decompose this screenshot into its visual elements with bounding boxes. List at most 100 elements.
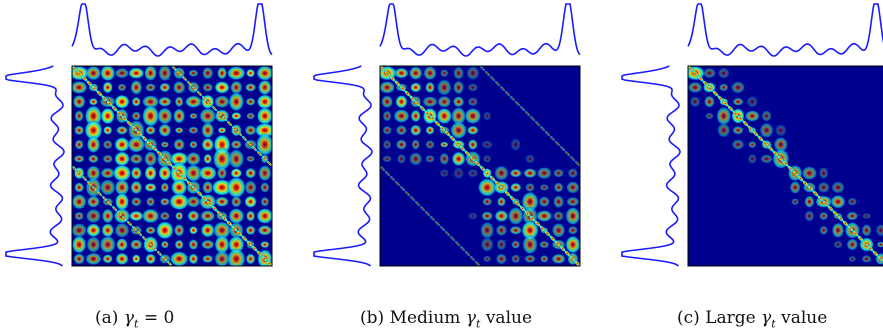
heatmap-blob xyxy=(228,148,245,169)
heatmap-blob xyxy=(705,112,714,120)
heatmap-blob xyxy=(102,154,113,164)
diagonal-mark xyxy=(862,240,869,247)
heatmap-blob xyxy=(215,196,229,207)
offdiagonal-mark xyxy=(261,155,268,162)
heatmap-blob xyxy=(85,208,102,224)
heatmap-blob xyxy=(201,122,215,139)
offdiagonal-mark xyxy=(106,200,113,207)
panel-c: (c) Large γt value xyxy=(616,0,883,335)
heatmap-blob xyxy=(450,121,468,140)
diagonal-mark xyxy=(514,200,521,207)
caption-b: (b) Medium γt value xyxy=(360,308,532,330)
offdiagonal-mark xyxy=(266,160,272,167)
heatmap-blob xyxy=(704,95,715,108)
heatmap-blob xyxy=(102,81,113,94)
heatmap-blob xyxy=(539,184,550,191)
heatmap-blob xyxy=(116,125,128,135)
diagonal-mark xyxy=(389,75,396,82)
offdiagonal-mark xyxy=(206,100,213,107)
heatmap-blob xyxy=(507,206,524,226)
diagonal-mark xyxy=(261,255,268,262)
offdiagonal-mark xyxy=(389,175,396,182)
diagonal-mark xyxy=(747,125,754,132)
caption-b-symbol: γ xyxy=(465,308,476,328)
heatmap-blob xyxy=(74,139,84,150)
heatmap-blob xyxy=(144,182,157,192)
heatmap-blob xyxy=(481,211,494,221)
diagonal-mark xyxy=(459,145,466,152)
heatmap-blob xyxy=(245,253,256,265)
heatmap-blob xyxy=(732,97,744,106)
heatmap-blob xyxy=(731,139,745,150)
diagonal-mark xyxy=(181,175,188,182)
diagonal-mark xyxy=(434,120,441,127)
heatmap-blob xyxy=(173,108,186,124)
heatmap-blob xyxy=(86,135,101,154)
diagonal-mark xyxy=(857,235,864,242)
diagonal-mark xyxy=(802,180,809,187)
diagonal-mark xyxy=(141,135,148,142)
diagonal-mark xyxy=(797,175,804,182)
caption-c-symbol: γ xyxy=(761,308,772,328)
heatmap-blob xyxy=(132,254,141,264)
heatmap-blob xyxy=(145,83,156,92)
heatmap-blob xyxy=(833,240,843,249)
heatmap-blob xyxy=(495,253,508,265)
heatmap-blob xyxy=(380,81,396,94)
offdiagonal-mark xyxy=(449,235,456,242)
heatmap-blob xyxy=(467,83,479,92)
diagonal-mark xyxy=(454,140,461,147)
heatmap-blob xyxy=(536,166,552,180)
heatmap-blob xyxy=(425,140,435,150)
heatmap-blob xyxy=(86,236,101,254)
heatmap-blob xyxy=(467,97,479,107)
diagonal-mark xyxy=(688,66,694,72)
heatmap-blob xyxy=(804,210,815,222)
diagonal-mark xyxy=(449,135,456,142)
heatmap-blob xyxy=(538,196,550,208)
heatmap-blob xyxy=(847,197,858,206)
offdiagonal-mark xyxy=(529,115,536,122)
heatmap-blob xyxy=(158,66,172,82)
heatmap-blob xyxy=(509,168,522,178)
heatmap-blob xyxy=(395,125,408,136)
heatmap-blob xyxy=(688,81,703,94)
diagonal-mark xyxy=(837,215,844,222)
offdiagonal-mark xyxy=(201,95,208,102)
diagonal-mark xyxy=(712,90,719,97)
caption-b-prefix: Medium xyxy=(389,308,461,328)
heatmap-blob xyxy=(245,225,256,236)
heatmap-blob xyxy=(172,80,186,95)
heatmap-blob xyxy=(169,193,190,211)
offdiagonal-mark xyxy=(186,80,193,87)
offdiagonal-mark xyxy=(384,170,391,177)
offdiagonal-mark xyxy=(494,80,501,87)
heatmap-blob xyxy=(155,221,174,240)
offdiagonal-mark xyxy=(504,90,511,97)
offdiagonal-mark xyxy=(394,180,401,187)
offdiagonal-mark xyxy=(171,66,178,72)
diagonal-mark xyxy=(812,190,819,197)
offdiagonal-mark xyxy=(231,125,238,132)
diagonal-mark xyxy=(822,200,829,207)
heatmap-blob xyxy=(72,80,88,95)
diagonal-mark xyxy=(767,145,774,152)
heatmap-blob xyxy=(818,167,829,180)
offdiagonal-mark xyxy=(404,190,411,197)
heatmap-blob xyxy=(127,136,146,153)
offdiagonal-mark xyxy=(176,70,183,77)
left-marginal-curve xyxy=(621,65,681,267)
caption-a-symbol: γ xyxy=(123,308,134,328)
diagonal-mark xyxy=(574,260,580,266)
heatmap-blob xyxy=(73,154,85,163)
heatmap-blob xyxy=(255,133,272,157)
diagonal-mark xyxy=(201,195,208,202)
heatmap-blob xyxy=(101,223,115,238)
heatmap-blob xyxy=(170,179,188,196)
heatmap-blob xyxy=(246,155,256,163)
diagonal-mark xyxy=(752,130,759,137)
heatmap-blob xyxy=(230,168,243,179)
heatmap-blob xyxy=(157,107,173,125)
heatmap-blob xyxy=(174,96,184,108)
heatmap-blob xyxy=(382,139,392,150)
